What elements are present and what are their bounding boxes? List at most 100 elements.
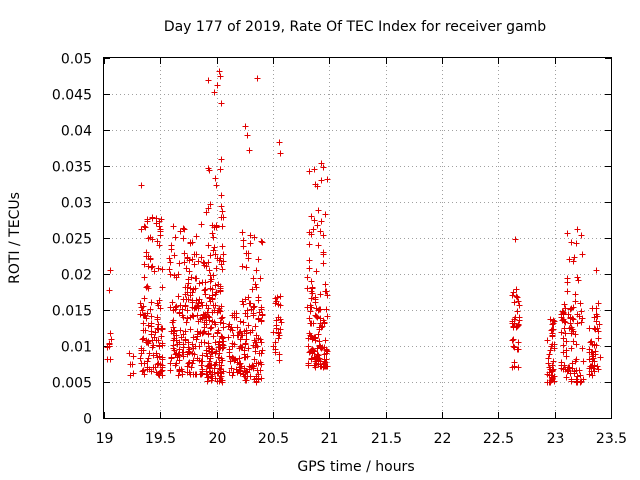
data-point — [156, 297, 163, 304]
data-point — [180, 235, 187, 242]
data-point — [514, 294, 521, 301]
data-point — [304, 285, 311, 292]
data-point — [277, 150, 284, 157]
data-point — [591, 314, 598, 321]
data-point — [188, 364, 195, 371]
data-point — [192, 275, 199, 282]
data-point — [511, 363, 518, 370]
data-point — [212, 302, 219, 309]
data-point — [141, 223, 148, 230]
data-point — [158, 333, 165, 340]
data-point — [550, 317, 557, 324]
data-point — [324, 176, 331, 183]
data-point — [226, 346, 233, 353]
data-point — [182, 291, 189, 298]
data-point — [108, 336, 115, 343]
data-point — [140, 320, 147, 327]
data-point — [143, 315, 150, 322]
data-point — [173, 303, 180, 310]
data-point — [140, 347, 147, 354]
data-point — [218, 355, 225, 362]
data-point — [237, 336, 244, 343]
data-point — [251, 234, 258, 241]
data-point — [180, 331, 187, 338]
data-point — [564, 230, 571, 237]
data-point — [156, 353, 163, 360]
data-point — [311, 334, 318, 341]
data-point — [153, 350, 160, 357]
data-point — [211, 362, 218, 369]
data-point — [275, 301, 282, 308]
data-point — [204, 309, 211, 316]
data-point — [215, 281, 222, 288]
data-point — [207, 298, 214, 305]
data-point — [180, 225, 187, 232]
data-point — [252, 348, 259, 355]
data-point — [246, 147, 253, 154]
data-point — [181, 250, 188, 257]
data-point — [304, 304, 311, 311]
data-point — [141, 274, 148, 281]
data-point — [182, 302, 189, 309]
data-point — [147, 256, 154, 263]
data-point — [251, 356, 258, 363]
data-point — [579, 345, 586, 352]
data-point — [195, 303, 202, 310]
data-point — [320, 251, 327, 258]
data-point — [515, 339, 522, 346]
data-point — [106, 343, 113, 350]
data-point — [257, 275, 264, 282]
data-point — [156, 343, 163, 350]
data-point — [574, 274, 581, 281]
data-point — [272, 295, 279, 302]
data-point — [589, 358, 596, 365]
data-point — [104, 356, 111, 363]
data-point — [579, 251, 586, 258]
data-point — [306, 315, 313, 322]
data-point — [318, 345, 325, 352]
data-point — [212, 339, 219, 346]
data-point — [243, 250, 250, 257]
data-point — [192, 285, 199, 292]
data-point — [227, 358, 234, 365]
data-point — [229, 372, 236, 379]
data-point — [254, 75, 261, 82]
data-point — [312, 299, 319, 306]
x-tick-label: 19.5 — [145, 431, 176, 447]
data-point — [217, 319, 224, 326]
data-point — [143, 249, 150, 256]
data-point — [205, 242, 212, 249]
y-tick-label: 0.025 — [52, 232, 92, 248]
data-point — [193, 297, 200, 304]
data-point — [276, 357, 283, 364]
data-point — [196, 296, 203, 303]
x-tick-label: 21.5 — [371, 431, 402, 447]
data-point — [203, 371, 210, 378]
data-point — [249, 362, 256, 369]
data-point — [214, 309, 221, 316]
data-point — [305, 343, 312, 350]
data-point — [185, 360, 192, 367]
data-point — [550, 358, 557, 365]
data-point — [250, 312, 257, 319]
data-point — [322, 288, 329, 295]
data-point — [568, 345, 575, 352]
data-point — [218, 100, 225, 107]
data-point — [207, 285, 214, 292]
data-point — [593, 267, 600, 274]
data-point — [234, 359, 241, 366]
data-point — [240, 243, 247, 250]
data-point — [176, 260, 183, 267]
data-point — [167, 367, 174, 374]
data-point — [594, 313, 601, 320]
data-point — [247, 232, 254, 239]
data-point — [320, 317, 327, 324]
data-point — [549, 341, 556, 348]
data-point — [573, 376, 580, 383]
data-point — [559, 308, 566, 315]
data-point — [312, 364, 319, 371]
data-point — [205, 330, 212, 337]
data-point — [310, 226, 317, 233]
data-point — [141, 295, 148, 302]
data-point — [245, 322, 252, 329]
